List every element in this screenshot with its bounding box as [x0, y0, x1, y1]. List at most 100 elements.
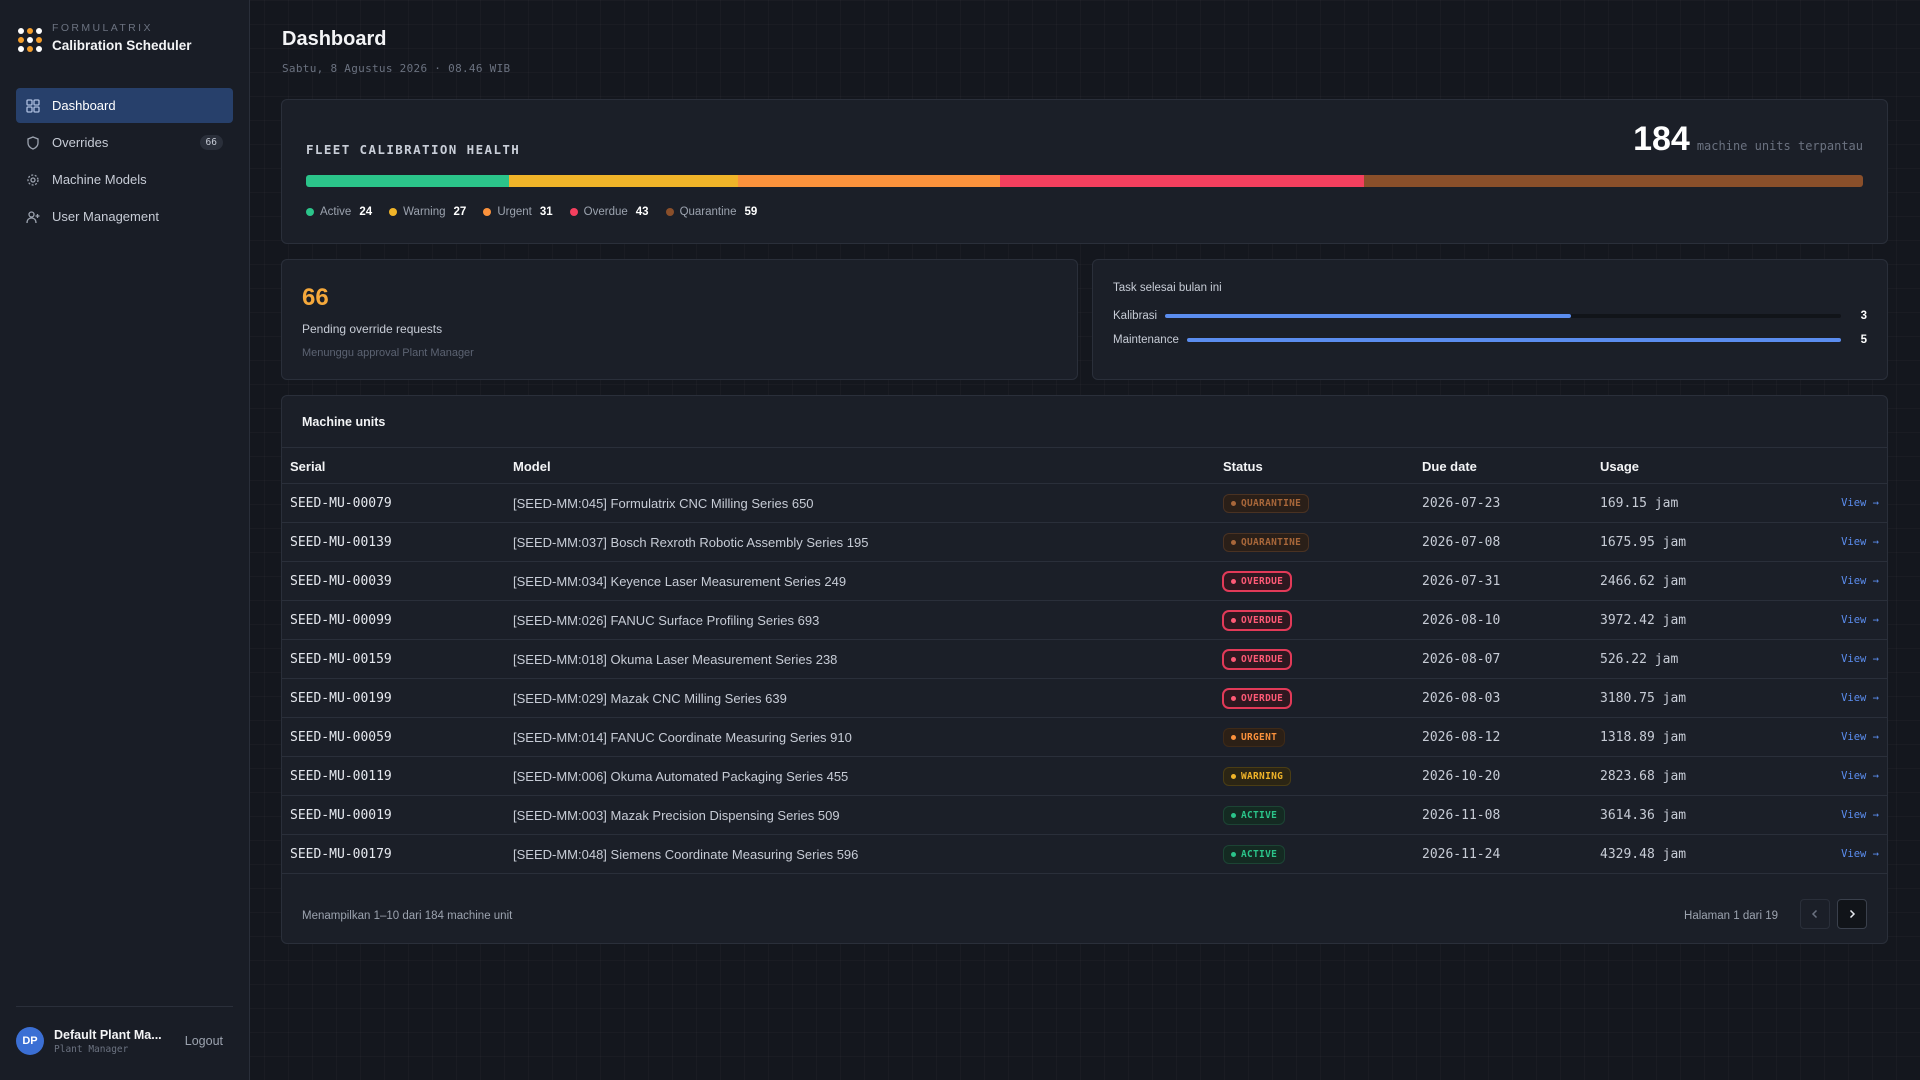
app-name: Calibration Scheduler: [52, 38, 192, 53]
cell-status: OVERDUE: [1223, 601, 1292, 639]
column-header-due-date[interactable]: Due date: [1422, 459, 1477, 474]
cell-serial: SEED-MU-00199: [290, 690, 392, 706]
task-value: 5: [1860, 334, 1867, 346]
sidebar-item-user-management[interactable]: User Management: [16, 199, 233, 234]
table-row[interactable]: SEED-MU-00119 [SEED-MM:006] Okuma Automat…: [282, 757, 1887, 796]
legend-label: Quarantine: [679, 206, 737, 218]
next-page-button[interactable]: [1837, 899, 1867, 929]
status-dot: [1231, 617, 1236, 623]
machine-units-title: Machine units: [302, 415, 386, 429]
task-row-kalibrasi: Kalibrasi 3: [1113, 309, 1867, 323]
task-progress-fill: [1165, 314, 1571, 318]
pending-count: 66: [302, 284, 329, 311]
view-link[interactable]: View →: [1841, 692, 1879, 704]
table-row[interactable]: SEED-MU-00059 [SEED-MM:014] FANUC Coordin…: [282, 718, 1887, 757]
cell-usage: 1318.89 jam: [1600, 729, 1687, 745]
legend-dot: [569, 208, 578, 216]
cell-due-date: 2026-11-24: [1422, 846, 1501, 862]
status-dot: [1231, 500, 1236, 506]
legend-count: 43: [635, 206, 649, 218]
health-segment-warning: [509, 175, 738, 187]
cell-due-date: 2026-10-20: [1422, 768, 1501, 784]
sidebar-item-dashboard[interactable]: Dashboard: [16, 88, 233, 123]
sidebar-item-label: Machine Models: [52, 172, 147, 187]
cell-usage: 526.22 jam: [1600, 651, 1679, 667]
fleet-health-card: FLEET CALIBRATION HEALTH 184 machine uni…: [281, 99, 1888, 244]
table-row[interactable]: SEED-MU-00039 [SEED-MM:034] Keyence Laser…: [282, 562, 1887, 601]
sidebar-item-machine-models[interactable]: Machine Models: [16, 162, 233, 197]
table-row[interactable]: SEED-MU-00179 [SEED-MM:048] Siemens Coord…: [282, 835, 1887, 874]
previous-page-button[interactable]: [1800, 899, 1830, 929]
cell-serial: SEED-MU-00099: [290, 612, 392, 628]
task-value: 3: [1860, 310, 1867, 322]
legend-dot: [665, 208, 674, 216]
user-name: Default Plant Ma...: [54, 1027, 162, 1042]
logout-button[interactable]: Logout: [184, 1034, 223, 1048]
cell-serial: SEED-MU-00019: [290, 807, 392, 823]
legend-label: Active: [320, 206, 352, 218]
user-profile: DP Default Plant Ma... Plant Manager Log…: [16, 1027, 233, 1055]
table-row[interactable]: SEED-MU-00139 [SEED-MM:037] Bosch Rexroth…: [282, 523, 1887, 562]
table-row[interactable]: SEED-MU-00079 [SEED-MM:045] Formulatrix C…: [282, 484, 1887, 523]
shield-icon: [26, 135, 40, 150]
cell-due-date: 2026-08-03: [1422, 690, 1501, 706]
status-label: OVERDUE: [1241, 653, 1284, 665]
cell-serial: SEED-MU-00119: [290, 768, 392, 784]
status-dot: [1231, 773, 1236, 779]
cell-status: ACTIVE: [1223, 796, 1286, 834]
column-header-serial[interactable]: Serial: [290, 459, 326, 474]
view-link[interactable]: View →: [1841, 809, 1879, 821]
view-link[interactable]: View →: [1841, 575, 1879, 587]
status-badge: OVERDUE: [1223, 571, 1292, 591]
cell-serial: SEED-MU-00179: [290, 846, 392, 862]
status-label: URGENT: [1241, 731, 1278, 743]
fleet-total-unit: machine units terpantau: [1696, 139, 1863, 153]
fleet-total: 184 machine units terpantau: [1633, 120, 1863, 159]
status-label: ACTIVE: [1241, 809, 1278, 821]
brand-kicker: FORMULATRIX: [52, 22, 153, 34]
cell-serial: SEED-MU-00039: [290, 573, 392, 589]
legend-item-quarantine: Quarantine 59: [665, 206, 757, 218]
cell-usage: 169.15 jam: [1600, 495, 1679, 511]
cell-status: URGENT: [1223, 718, 1286, 756]
column-header-status[interactable]: Status: [1223, 459, 1263, 474]
view-link[interactable]: View →: [1841, 497, 1879, 509]
table-body: SEED-MU-00079 [SEED-MM:045] Formulatrix C…: [282, 484, 1887, 874]
view-link[interactable]: View →: [1841, 614, 1879, 626]
status-label: OVERDUE: [1241, 575, 1284, 587]
column-header-model[interactable]: Model: [513, 459, 551, 474]
view-link[interactable]: View →: [1841, 848, 1879, 860]
chevron-left-icon: [1811, 909, 1818, 919]
cell-due-date: 2026-07-08: [1422, 534, 1501, 550]
user-plus-icon: [26, 210, 40, 224]
cell-serial: SEED-MU-00079: [290, 495, 392, 511]
cell-status: OVERDUE: [1223, 679, 1292, 717]
cell-model: [SEED-MM:003] Mazak Precision Dispensing…: [513, 807, 840, 823]
page-title: Dashboard: [282, 28, 387, 50]
cell-usage: 3614.36 jam: [1600, 807, 1687, 823]
table-row[interactable]: SEED-MU-00019 [SEED-MM:003] Mazak Precisi…: [282, 796, 1887, 835]
status-label: QUARANTINE: [1241, 536, 1302, 548]
legend-label: Urgent: [497, 206, 532, 218]
table-row[interactable]: SEED-MU-00199 [SEED-MM:029] Mazak CNC Mil…: [282, 679, 1887, 718]
table-row[interactable]: SEED-MU-00159 [SEED-MM:018] Okuma Laser M…: [282, 640, 1887, 679]
sidebar: FORMULATRIX Calibration Scheduler Dashbo…: [0, 0, 250, 1080]
legend-item-overdue: Overdue 43: [569, 206, 649, 218]
cell-due-date: 2026-07-31: [1422, 573, 1501, 589]
table-row[interactable]: SEED-MU-00099 [SEED-MM:026] FANUC Surface…: [282, 601, 1887, 640]
view-link[interactable]: View →: [1841, 536, 1879, 548]
column-header-usage[interactable]: Usage: [1600, 459, 1640, 474]
avatar[interactable]: DP: [16, 1027, 44, 1055]
health-segment-urgent: [737, 175, 1000, 187]
sidebar-item-overrides[interactable]: Overrides 66: [16, 125, 233, 160]
logo-icon: [18, 28, 42, 52]
status-dot: [1231, 734, 1236, 740]
cell-due-date: 2026-08-12: [1422, 729, 1501, 745]
view-link[interactable]: View →: [1841, 653, 1879, 665]
sidebar-nav: Dashboard Overrides 66 Machine Models Us…: [16, 88, 233, 236]
pending-title: Pending override requests: [302, 322, 443, 336]
view-link[interactable]: View →: [1841, 731, 1879, 743]
view-link[interactable]: View →: [1841, 770, 1879, 782]
pending-overrides-card[interactable]: 66 Pending override requests Menunggu ap…: [281, 259, 1078, 380]
chevron-right-icon: [1849, 909, 1856, 919]
